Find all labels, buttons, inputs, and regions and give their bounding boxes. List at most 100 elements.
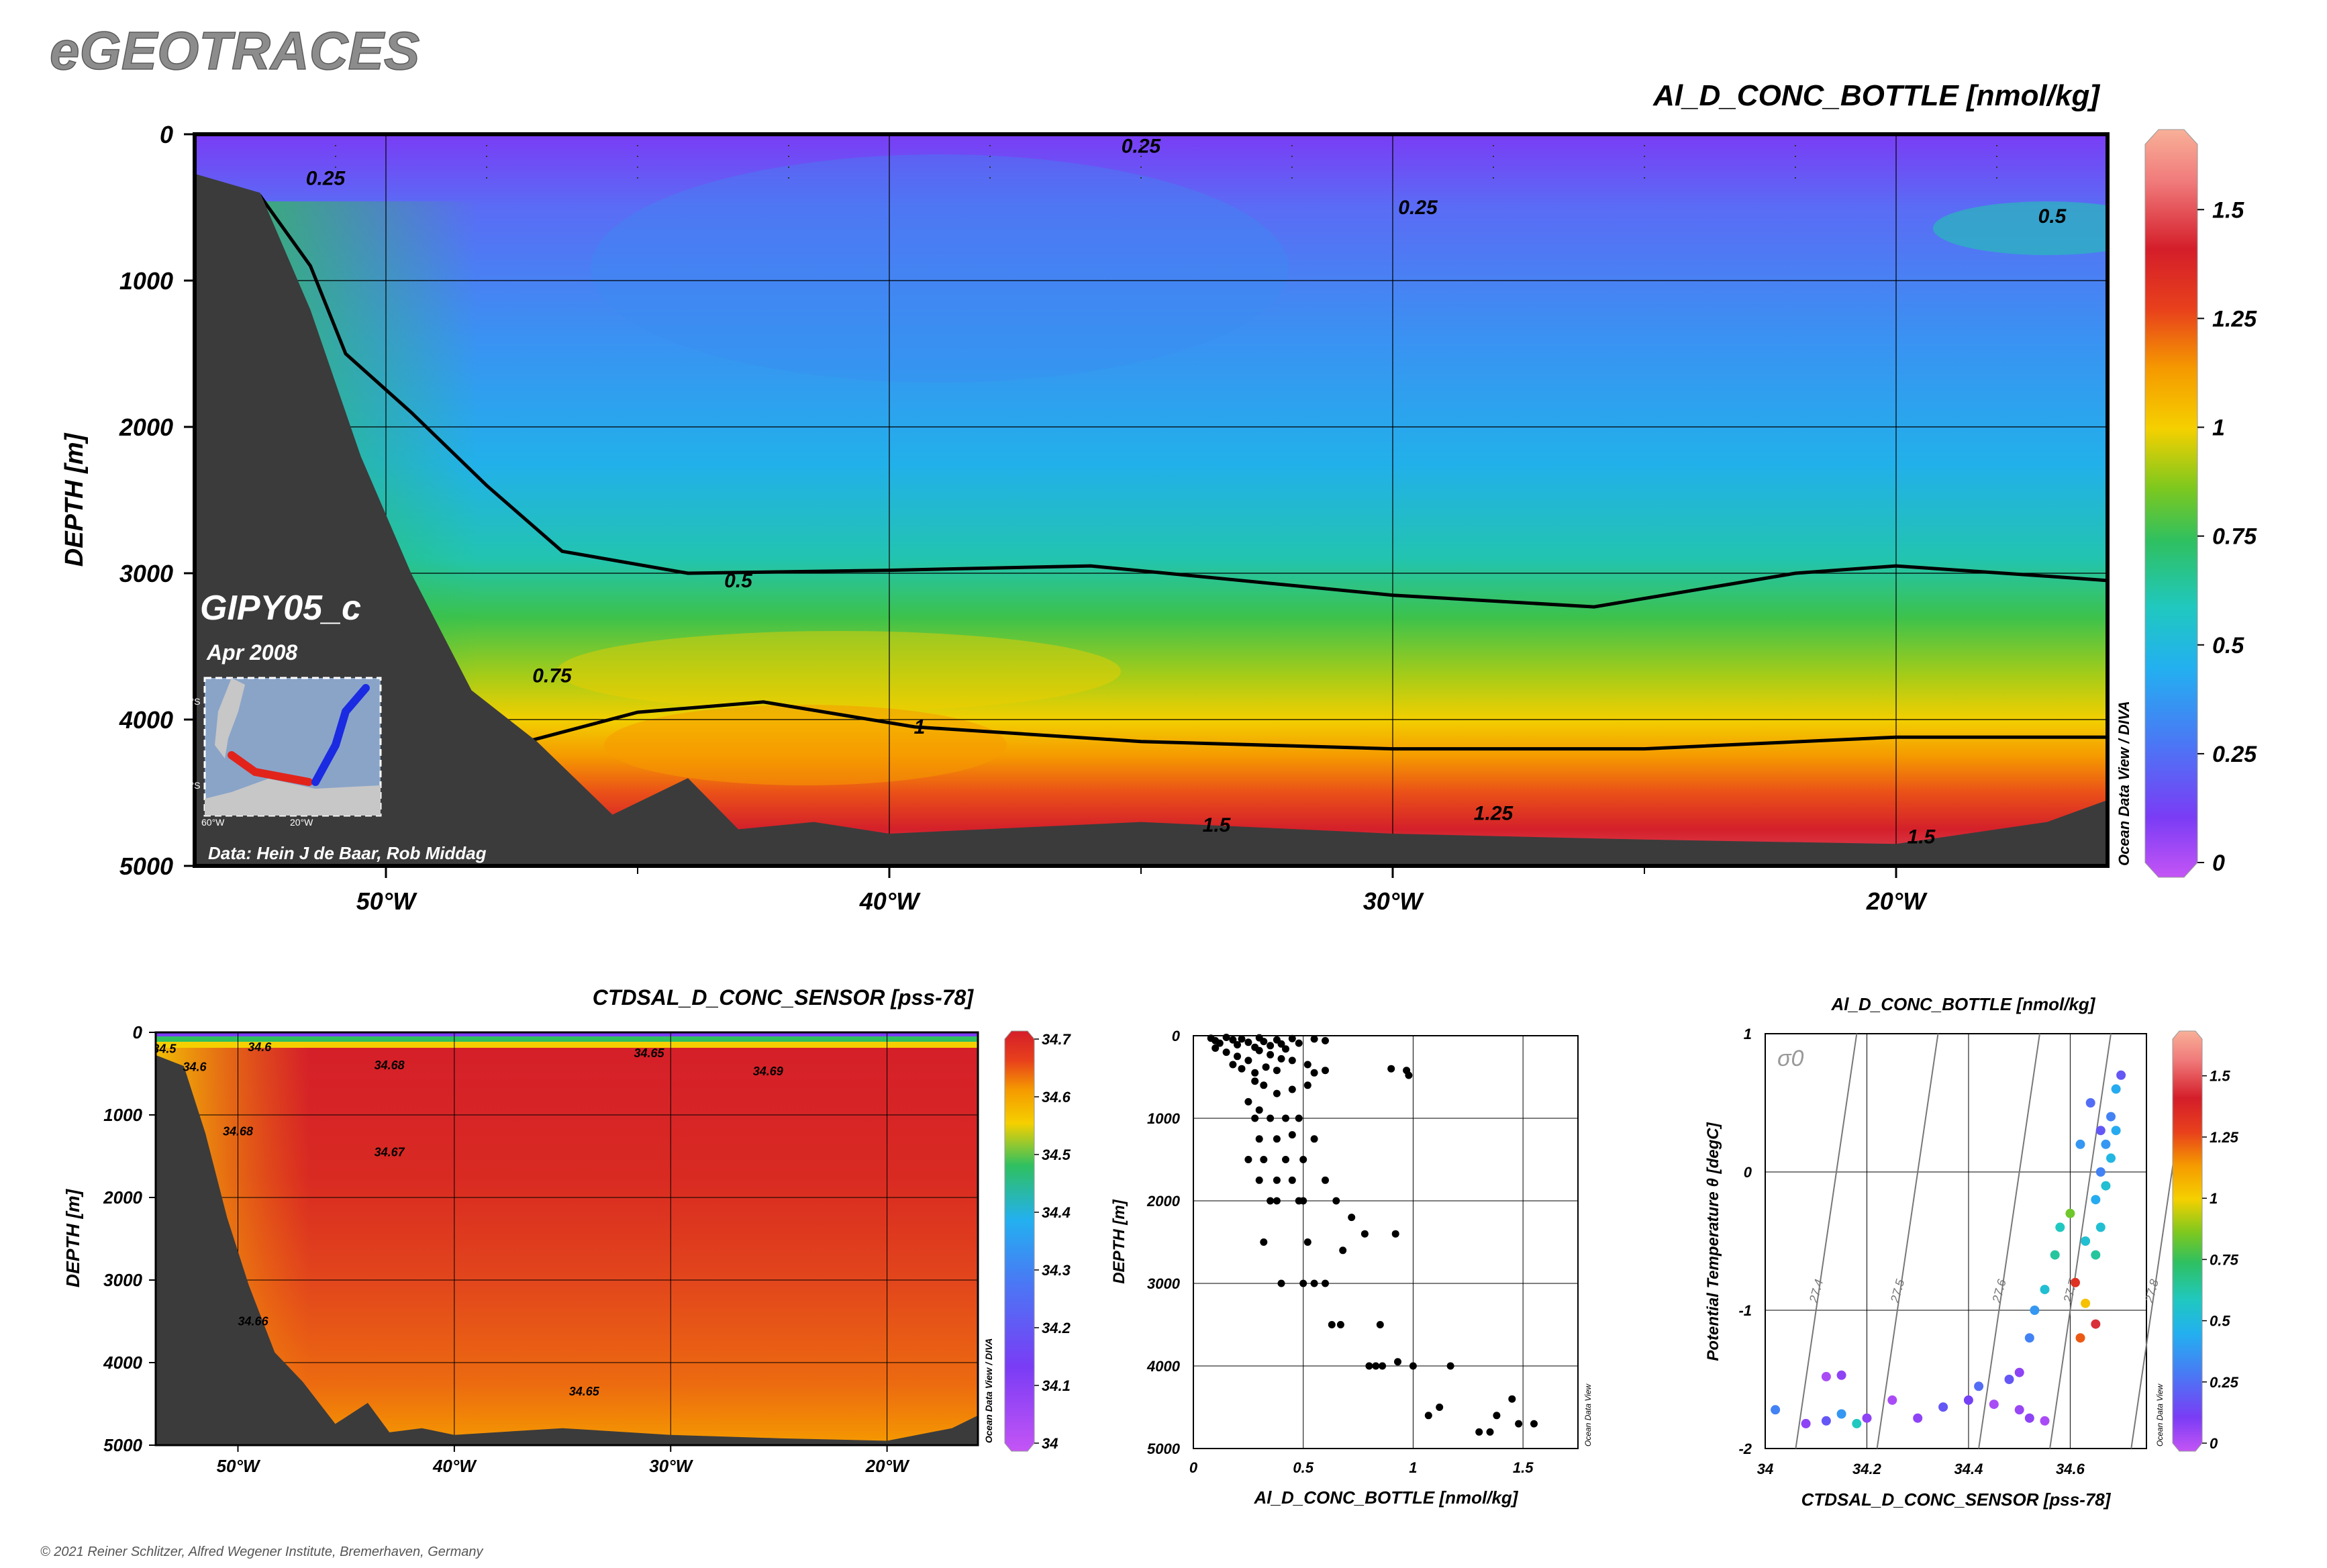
ts-isopycnal	[1978, 1033, 2040, 1449]
profile-point	[1303, 1081, 1311, 1089]
salinity-contour-label: 34.65	[634, 1046, 664, 1060]
salinity-contour-label: 34.68	[375, 1059, 405, 1072]
main-colorbar-ticks: 0 0.25 0.5 0.75 1 1.25 1.5	[2197, 197, 2257, 876]
main-colorbar-tick-label: 0.5	[2212, 633, 2244, 658]
profile-point	[1282, 1045, 1289, 1053]
ts-point	[1974, 1381, 1984, 1391]
profile-point	[1262, 1063, 1270, 1071]
profile-point	[1260, 1156, 1268, 1163]
profile-point	[1493, 1412, 1501, 1420]
main-y-tick-label: 2000	[119, 413, 173, 441]
profile-point	[1260, 1038, 1268, 1046]
ts-point	[2095, 1222, 2106, 1232]
salinity-contour-label: 34.69	[753, 1065, 783, 1078]
salinity-contour-label: 34.67	[375, 1145, 405, 1159]
ts-colorbar-tick-label: 1.25	[2210, 1129, 2239, 1146]
ts-point	[2075, 1333, 2085, 1343]
contour-label: 0.75	[532, 665, 573, 687]
profile-point	[1282, 1114, 1289, 1122]
ts-point	[1887, 1395, 1897, 1405]
ts-point	[1913, 1413, 1923, 1423]
main-green-patch	[1933, 201, 2108, 255]
salinity-contour-label: 34.5	[152, 1042, 177, 1056]
profile-point	[1328, 1321, 1336, 1328]
main-section: Al_D_CONC_BOTTLE [nmol/kg] 0.250.250.25 0…	[60, 79, 2257, 915]
contour-label: 1.5	[1908, 826, 1936, 848]
ts-point	[1821, 1371, 1831, 1381]
profile-point	[1229, 1036, 1237, 1044]
profile-point	[1394, 1358, 1401, 1366]
ts-y-tick-label: 1	[1744, 1026, 1752, 1042]
ts-point	[2024, 1413, 2034, 1423]
profile-y-tick-label: 2000	[1146, 1193, 1181, 1210]
profile-point	[1255, 1176, 1263, 1184]
ts-point	[1938, 1402, 1948, 1412]
salinity-colorbar-tick-label: 34.3	[1042, 1262, 1071, 1279]
ts-point	[2106, 1153, 2116, 1163]
inset-tick-20w: 20°W	[290, 817, 313, 828]
salinity-colorbar-tick-label: 34.6	[1042, 1089, 1071, 1106]
ts-point	[2091, 1195, 2101, 1205]
main-orange-lobe	[604, 705, 1007, 785]
profile-frame	[1193, 1035, 1579, 1449]
ts-grid: 27.4 27.5 27.6 27.7 27.8	[1765, 1033, 2193, 1449]
profile-point	[1260, 1081, 1268, 1089]
profile-watermark: Ocean Data View	[1583, 1383, 1593, 1447]
profile-point	[1310, 1035, 1318, 1043]
profile-point	[1288, 1057, 1296, 1065]
profile-point	[1515, 1420, 1523, 1428]
profile-y-tick-label: 4000	[1146, 1358, 1181, 1375]
main-x-tick-label: 40°W	[859, 887, 921, 915]
main-watermark: Ocean Data View / DIVA	[2116, 701, 2132, 866]
profile-point	[1211, 1044, 1220, 1052]
profile-point	[1255, 1046, 1263, 1055]
main-x-tick-label: 30°W	[1363, 887, 1424, 915]
profile-panel: 0 1000 2000 3000 4000 5000 0 0.5 1 1.5 DEPTH [m]…	[1110, 1028, 1593, 1508]
profile-point	[1273, 1135, 1281, 1143]
salinity-y-tick-label: 4000	[103, 1353, 142, 1373]
ts-watermark: Ocean Data View	[2155, 1383, 2165, 1447]
main-y-ticks: 0 1000 2000 3000 4000 5000	[119, 121, 195, 880]
salinity-watermark: Ocean Data View / DIVA	[983, 1338, 994, 1443]
cruise-date: Apr 2008	[206, 640, 297, 665]
ts-title: Al_D_CONC_BOTTLE [nmol/kg]	[1831, 994, 2096, 1014]
profile-point	[1277, 1279, 1285, 1287]
profile-point	[1360, 1230, 1369, 1238]
ts-point	[2055, 1222, 2065, 1232]
profile-point	[1216, 1039, 1224, 1047]
main-y-tick-label: 1000	[119, 267, 173, 295]
ts-point	[2014, 1405, 2024, 1415]
profile-y-axis-label: DEPTH [m]	[1110, 1199, 1128, 1283]
main-x-ticks: 50°W 40°W 30°W 20°W	[356, 866, 1928, 915]
ts-point	[1862, 1413, 1872, 1423]
main-yellow-lobe	[557, 631, 1121, 712]
ts-point	[2106, 1112, 2116, 1122]
ts-y-tick-label: -1	[1738, 1302, 1752, 1319]
profile-point	[1234, 1052, 1241, 1061]
cruise-label: GIPY05_c	[200, 589, 361, 628]
ts-point	[1989, 1400, 1999, 1410]
profile-point	[1446, 1362, 1454, 1370]
main-x-tick-label: 20°W	[1866, 887, 1928, 915]
main-colorbar-tick-label: 0.25	[2212, 742, 2257, 767]
profile-point	[1222, 1034, 1230, 1041]
profile-point	[1255, 1135, 1263, 1143]
ts-isopycnal	[2049, 1033, 2112, 1449]
ts-point	[2065, 1208, 2075, 1218]
main-colorbar-tick-label: 1.25	[2212, 306, 2257, 332]
ts-point	[2014, 1367, 2024, 1377]
main-bathymetry	[195, 173, 2108, 866]
salinity-bathymetry	[156, 1055, 978, 1445]
profile-point	[1288, 1085, 1296, 1093]
ts-point	[1836, 1409, 1846, 1419]
profile-point	[1348, 1214, 1356, 1222]
profile-point	[1267, 1197, 1275, 1205]
profile-point	[1244, 1156, 1252, 1163]
profile-point	[1332, 1197, 1340, 1205]
ts-point	[2050, 1250, 2060, 1260]
ts-point	[2091, 1319, 2101, 1329]
ts-point	[2024, 1333, 2034, 1343]
ts-colorbar-tick-label: 1	[2210, 1190, 2218, 1207]
ts-colorbar: 0 0.25 0.5 0.75 1 1.25 1.5	[2172, 1030, 2239, 1452]
profile-point	[1365, 1362, 1373, 1370]
